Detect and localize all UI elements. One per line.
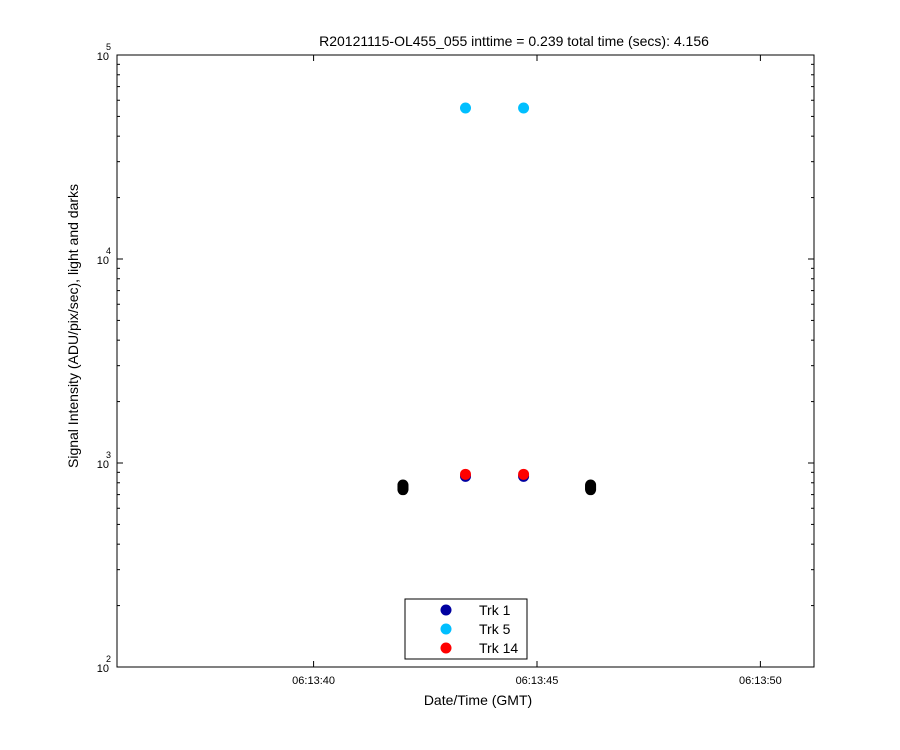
- legend-marker: [440, 642, 452, 654]
- y-tick-label-base: 10: [97, 459, 109, 471]
- y-tick-label-base: 10: [97, 255, 109, 267]
- x-tick-label: 06:13:50: [739, 675, 782, 687]
- point-series-2: [518, 468, 530, 480]
- legend-box: [404, 598, 528, 660]
- point-series-1: [460, 102, 471, 114]
- x-tick-label: 06:13:40: [292, 675, 335, 687]
- data-points: [397, 102, 597, 496]
- y-tick-label-base: 10: [97, 663, 109, 675]
- legend-label: Trk 14: [479, 640, 518, 656]
- dark-point: [585, 479, 597, 491]
- x-axis-label: Date/Time (GMT): [424, 692, 532, 708]
- legend-marker: [440, 623, 452, 635]
- y-tick-label-exponent: 5: [106, 42, 111, 52]
- legend-marker: [440, 604, 452, 616]
- y-tick-label-exponent: 2: [106, 654, 111, 664]
- y-tick-label-base: 10: [97, 51, 109, 63]
- x-tick-label: 06:13:45: [516, 675, 559, 687]
- plot-area: [116, 54, 815, 668]
- y-axis-label: Signal Intensity (ADU/pix/sec), light an…: [65, 184, 81, 468]
- legend-label: Trk 5: [479, 621, 511, 637]
- point-series-2: [460, 468, 471, 480]
- point-series-1: [518, 102, 530, 114]
- chart-title: R20121115-OL455_055 inttime = 0.239 tota…: [319, 33, 709, 49]
- y-tick-label-exponent: 3: [106, 450, 111, 460]
- x-axis: 06:13:40 06:13:45 06:13:50: [292, 55, 782, 687]
- legend-label: Trk 1: [479, 602, 511, 618]
- y-tick-label-exponent: 4: [106, 246, 111, 256]
- legend: Trk 1 Trk 5 Trk 14: [404, 598, 528, 660]
- dark-point: [397, 479, 409, 491]
